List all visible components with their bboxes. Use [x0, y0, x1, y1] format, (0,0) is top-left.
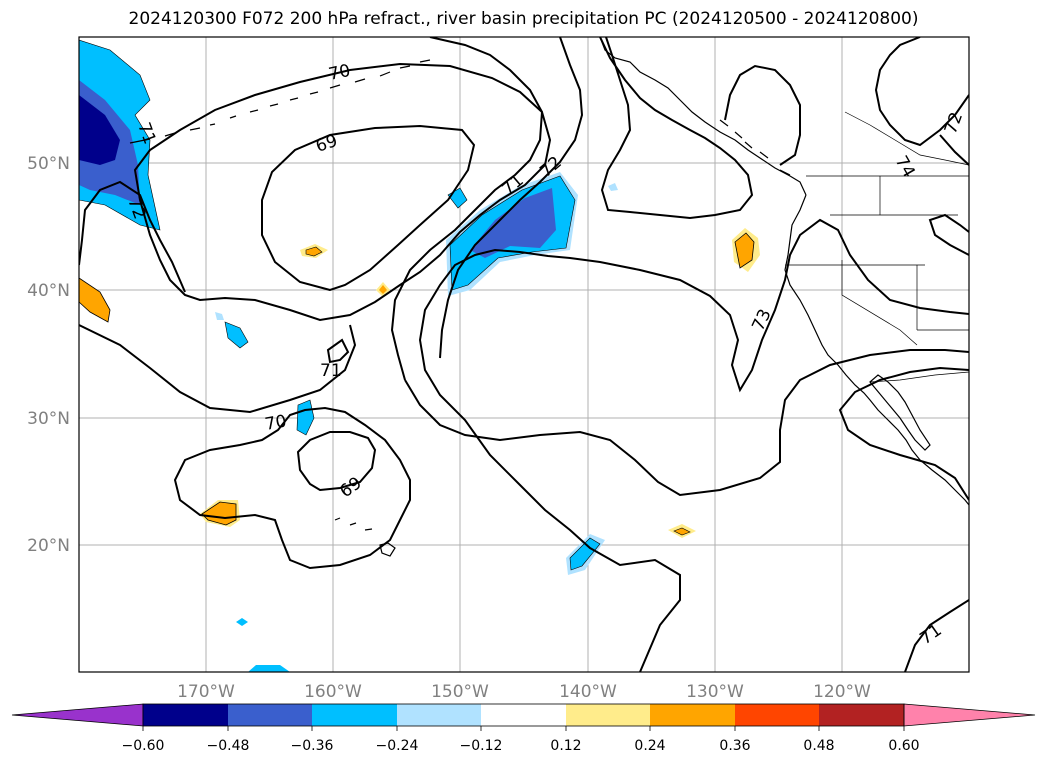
contour-74-c	[724, 64, 801, 166]
contour-72-east	[599, 37, 754, 220]
lon-label: 120°W	[813, 682, 871, 702]
colorbar-bin-neg060	[143, 704, 228, 726]
colorbar-tick-label: 0.48	[803, 738, 834, 754]
lon-label: 160°W	[304, 682, 362, 702]
colorbar-tick-label: −0.24	[376, 738, 419, 754]
refractivity-contours	[79, 37, 969, 672]
contour-69-north	[261, 124, 476, 292]
contour-71-main	[390, 37, 544, 381]
contour-73-south	[404, 349, 969, 497]
colorbar: −0.60 −0.48 −0.36 −0.24 −0.12 0.12 0.24 …	[11, 703, 1036, 754]
colorbar-tick-label: −0.48	[207, 738, 250, 754]
map-frame	[78, 36, 970, 673]
map-title: 2024120300 F072 200 hPa refract., river …	[128, 9, 919, 29]
colorbar-tick-label: 0.12	[550, 738, 581, 754]
colorbar-tick-label: 0.60	[888, 738, 919, 754]
colorbar-bin-neg036	[312, 704, 397, 726]
lat-tick-labels: 20°N 30°N 40°N 50°N	[27, 154, 70, 556]
lat-label: 30°N	[27, 409, 70, 429]
colorbar-bin-neg024	[397, 704, 481, 726]
contour-73-main	[418, 218, 969, 672]
lat-label: 50°N	[27, 154, 70, 174]
contour-70-south	[173, 406, 411, 570]
colorbar-tick-label: 0.36	[719, 738, 750, 754]
lat-label: 40°N	[27, 281, 70, 301]
colorbar-bin-neg048	[228, 704, 312, 726]
contour-72-west	[79, 180, 186, 293]
contour-label: 71	[320, 361, 342, 381]
anomaly-coast-pos024	[734, 232, 755, 269]
lon-tick-labels: 170°W 160°W 150°W 140°W 130°W 120°W	[177, 682, 871, 702]
colorbar-extend-left	[11, 703, 144, 727]
coast-alaska	[599, 37, 807, 196]
colorbar-tick-label: −0.60	[122, 738, 165, 754]
contour-70-north	[133, 62, 552, 322]
coast-west-us	[784, 194, 969, 506]
contour-72-main	[439, 37, 584, 359]
anomaly-mid-neg024	[224, 321, 249, 349]
colorbar-bin-pos048	[819, 704, 904, 726]
colorbar-bin-neutral	[481, 704, 566, 726]
gridlines	[79, 37, 969, 672]
colorbar-tick-label: 0.24	[634, 738, 665, 754]
contour-71-small	[326, 338, 350, 364]
contour-74	[838, 366, 969, 501]
contour-69-south	[296, 431, 377, 492]
contour-label: 70	[263, 411, 288, 434]
coastlines	[129, 37, 969, 557]
contour-label: 70	[327, 61, 352, 85]
lon-label: 140°W	[559, 682, 617, 702]
colorbar-extend-right	[903, 703, 1036, 727]
colorbar-tick-label: −0.12	[460, 738, 503, 754]
coast-baja	[869, 374, 931, 451]
colorbar-bin-pos012	[566, 704, 650, 726]
lon-label: 170°W	[177, 682, 235, 702]
contour-74-b	[939, 134, 969, 166]
contour-71-west	[79, 324, 357, 414]
colorbar-bin-pos024	[650, 704, 735, 726]
lat-label: 20°N	[27, 536, 70, 556]
anomaly-west-top-neg024	[79, 45, 145, 100]
map-background	[79, 37, 969, 672]
colorbar-frame	[142, 703, 905, 727]
contour-71-east-bottom	[904, 599, 969, 672]
colorbar-bin-pos036	[735, 704, 819, 726]
coast-hawaii	[334, 517, 396, 557]
shaded-anomalies	[79, 39, 760, 672]
anomaly-west-pos024	[79, 277, 111, 323]
colorbar-tick-label: −0.36	[291, 738, 334, 754]
lon-label: 150°W	[431, 682, 489, 702]
borders	[785, 111, 969, 383]
anomaly-west-neg048	[79, 95, 120, 165]
contour-72-far-east	[928, 213, 969, 256]
anomaly-central-neg036	[470, 188, 556, 258]
contour-74-north	[874, 37, 969, 147]
lon-label: 130°W	[686, 682, 744, 702]
